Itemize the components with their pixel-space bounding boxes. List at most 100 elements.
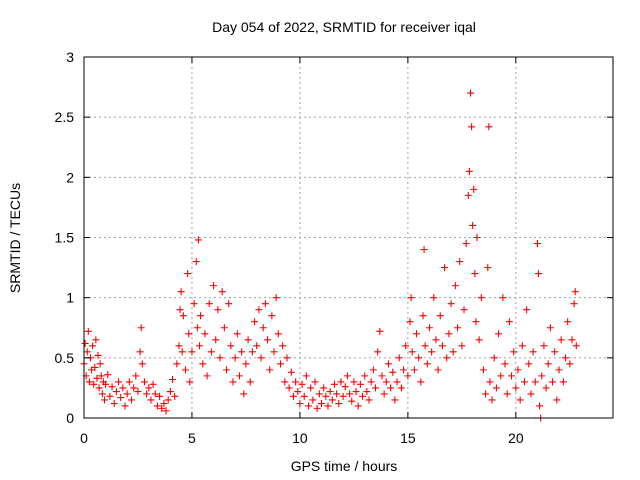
data-point [242,360,250,368]
data-point [527,390,535,398]
data-point [348,397,356,405]
data-point [320,384,328,392]
data-point [468,123,476,131]
data-point [143,390,151,398]
data-point [333,390,341,398]
data-point [84,327,92,335]
data-point [119,384,127,392]
data-point [430,294,438,302]
chart-title: Day 054 of 2022, SRMTID for receiver iqa… [212,19,476,35]
x-tick-label: 5 [188,430,196,446]
data-point [199,360,207,368]
data-point [272,294,280,302]
data-point [471,270,479,278]
x-tick-label: 15 [400,430,416,446]
data-point [518,342,526,350]
data-point [549,378,557,386]
data-point [406,318,414,326]
data-point [231,354,239,362]
data-point [466,89,474,97]
data-point [495,330,503,338]
data-point [93,374,101,382]
data-point [540,342,548,350]
data-point [531,378,539,386]
data-point [570,300,578,308]
data-point [415,354,423,362]
data-point [261,300,269,308]
data-point [501,360,509,368]
data-point [535,270,543,278]
x-axis-label: GPS time / hours [291,458,398,474]
data-point [505,318,513,326]
data-point [117,394,125,402]
data-point [387,384,395,392]
data-point [184,270,192,278]
data-point [382,378,390,386]
data-point [233,330,241,338]
data-point [359,392,367,400]
data-point [279,342,287,350]
data-point [296,400,304,408]
data-point [557,336,565,344]
y-tick-label: 1 [66,290,74,306]
data-point [181,366,189,374]
data-point [300,392,308,400]
data-point [536,402,544,410]
data-point [341,383,349,391]
grid [84,57,613,418]
data-point [343,372,351,380]
data-point [402,342,410,350]
data-point [90,380,98,388]
data-point [512,384,520,392]
data-point [96,360,104,368]
data-point [421,342,429,350]
data-point [561,354,569,362]
data-point [365,396,373,404]
data-point [337,378,345,386]
data-point [322,392,330,400]
data-point [432,336,440,344]
data-point [274,330,282,338]
data-point [564,318,572,326]
data-point [456,258,464,266]
data-point [470,185,478,193]
data-point [378,372,386,380]
data-point [194,236,202,244]
data-point [516,396,524,404]
data-point [397,384,405,392]
data-point [138,360,146,368]
data-point [354,402,362,410]
data-point [153,402,161,410]
data-point [185,330,193,338]
data-point [523,306,531,314]
data-point [102,380,110,388]
data-point [156,392,164,400]
data-point [178,348,186,356]
data-point [270,348,278,356]
data-point [449,348,457,356]
data-point [130,384,138,392]
data-point [305,402,313,410]
data-point [220,324,228,332]
data-point [97,372,105,380]
data-point [128,396,136,404]
data-point [447,300,455,308]
data-point [393,378,401,386]
data-point [441,264,449,272]
data-point [121,402,129,410]
data-point [475,336,483,344]
data-point [229,378,237,386]
data-point [371,384,379,392]
data-point [542,384,550,392]
data-point [529,348,537,356]
data-point [179,312,187,320]
data-point [264,336,272,344]
data-point [192,258,200,266]
data-point [281,378,289,386]
data-point [276,360,284,368]
data-point [251,318,259,326]
data-point [425,324,433,332]
data-point [460,306,468,314]
data-point [413,330,421,338]
